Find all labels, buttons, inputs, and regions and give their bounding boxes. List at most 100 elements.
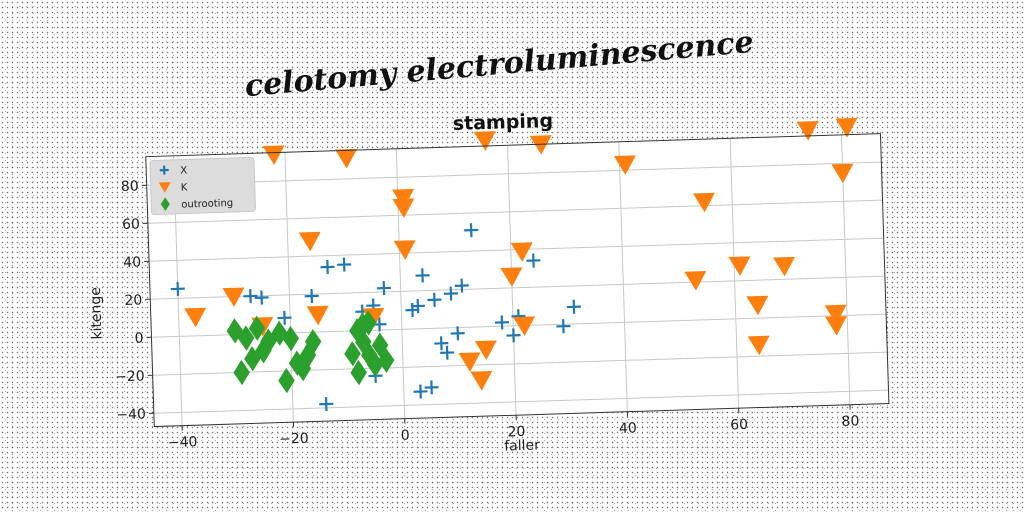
data-point: [184, 307, 207, 328]
data-point: [824, 304, 847, 325]
data-point: [366, 351, 384, 378]
data-point: [746, 295, 769, 316]
y-tick-label: −20: [115, 368, 145, 385]
data-point: [294, 355, 312, 382]
data-point: [450, 326, 465, 341]
x-tick-label: 80: [841, 413, 859, 430]
y-tick-label: 60: [122, 216, 140, 233]
data-point: [494, 315, 509, 330]
legend-label: outrooting: [181, 198, 233, 211]
data-point: [470, 370, 493, 391]
data-point: [393, 240, 416, 260]
data-point: [320, 259, 335, 275]
data-point: [427, 292, 442, 307]
chart-suptitle: celotomy electroluminescence: [243, 25, 755, 104]
data-point: [306, 305, 329, 326]
data-point: [262, 145, 285, 166]
data-point: [796, 121, 819, 141]
y-tick-label: 0: [134, 330, 143, 346]
data-point: [693, 192, 716, 213]
data-point: [410, 299, 425, 314]
y-gridline: [146, 161, 882, 186]
data-point: [377, 347, 395, 373]
data-point: [278, 367, 295, 394]
plot-frame: [145, 133, 890, 428]
y-tick-label: 20: [124, 292, 142, 309]
data-point: [254, 290, 269, 305]
data-point: [506, 328, 521, 343]
x-tick-label: 20: [507, 424, 525, 441]
series-2: [226, 310, 395, 394]
data-point: [424, 380, 439, 395]
axis-ticks: −40 −20 0 20 40 60 80 −40 −20 0 20 40 60 80: [115, 178, 860, 451]
y-gridline: [150, 275, 885, 300]
legend-marker: [158, 182, 171, 193]
data-point: [510, 242, 533, 262]
series-layer: [170, 117, 858, 412]
legend-marker: [160, 197, 170, 211]
data-point: [255, 338, 272, 364]
legend-box: [149, 156, 256, 215]
data-point: [458, 352, 481, 372]
chart-title: stamping: [452, 110, 553, 135]
data-point: [298, 231, 321, 252]
data-point: [556, 319, 571, 334]
data-point: [354, 312, 372, 338]
y-gridline: [152, 351, 888, 376]
data-point: [473, 131, 496, 151]
data-point: [529, 135, 552, 155]
x-tick-label: 60: [730, 417, 748, 434]
data-point: [248, 315, 266, 341]
data-point: [304, 289, 319, 304]
data-point: [566, 299, 581, 314]
data-point: [304, 329, 322, 355]
y-tick-label: 80: [121, 178, 139, 195]
data-point: [337, 257, 352, 272]
x-axis-label: faller: [504, 437, 540, 454]
data-point: [299, 342, 317, 368]
data-point: [443, 286, 458, 301]
y-tick-label: 40: [123, 254, 141, 271]
data-point: [684, 271, 707, 291]
data-point: [474, 340, 497, 360]
data-point: [454, 278, 469, 293]
data-point: [440, 345, 455, 360]
data-point: [500, 267, 523, 287]
x-tick-label: −40: [168, 434, 198, 451]
data-point: [392, 198, 415, 219]
data-point: [319, 397, 334, 412]
data-point: [831, 163, 854, 184]
data-point: [613, 155, 636, 175]
data-point: [222, 287, 245, 308]
series-0: [170, 223, 581, 412]
data-point: [335, 148, 358, 169]
legend-marker: [159, 165, 169, 175]
x-tick-label: 40: [619, 420, 637, 437]
y-gridline: [147, 199, 883, 224]
grid: [146, 134, 889, 426]
data-point: [376, 281, 391, 296]
data-point: [513, 316, 536, 336]
y-axis-label: kitenge: [88, 287, 106, 340]
data-point: [282, 325, 300, 352]
y-tick-label: −40: [116, 407, 146, 424]
data-point: [434, 336, 449, 351]
data-point: [747, 335, 770, 356]
x-tick-label: 0: [401, 428, 410, 444]
data-point: [244, 346, 261, 372]
data-point: [835, 117, 858, 138]
legend-label: X: [180, 165, 187, 176]
data-point: [237, 325, 255, 351]
data-point: [413, 384, 428, 399]
data-point: [526, 253, 541, 268]
data-point: [392, 188, 415, 209]
data-point: [464, 223, 479, 238]
data-point: [773, 256, 796, 277]
y-gridline: [153, 389, 889, 414]
data-point: [825, 316, 848, 336]
data-point: [170, 281, 185, 296]
data-point: [344, 341, 361, 367]
data-point: [243, 289, 258, 304]
